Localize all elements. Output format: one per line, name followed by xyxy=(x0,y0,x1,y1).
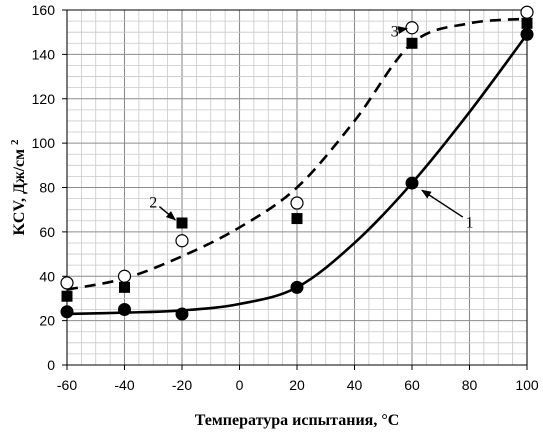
open-circle-point xyxy=(117,269,132,283)
filled-circle-point xyxy=(405,176,419,190)
y-axis-title-superscript: 2 xyxy=(9,139,21,145)
curve-number-label: 2 xyxy=(149,194,157,211)
y-tick-label: 0 xyxy=(47,357,55,373)
x-tick-label: 20 xyxy=(289,377,305,393)
y-tick-label: 120 xyxy=(32,91,56,107)
y-tick-label: 140 xyxy=(32,46,56,62)
x-tick-label: 40 xyxy=(347,377,363,393)
x-axis-title: Температура испытания, °C xyxy=(195,412,400,429)
filled-square-point xyxy=(521,17,533,29)
annotation-arrow xyxy=(158,206,177,221)
x-tick-label: 100 xyxy=(515,377,539,393)
tick-labels: -60 -40 -20 0 20 40 60 80 100 0 20 40 60 80 100 120 140 1… xyxy=(32,2,539,393)
filled-circle-point xyxy=(60,305,74,319)
filled-square-point xyxy=(176,217,188,229)
open-circle-point xyxy=(60,276,74,290)
y-tick-label: 40 xyxy=(39,268,55,284)
filled-square-point xyxy=(61,290,73,302)
solid-fit-curve xyxy=(66,33,529,316)
x-tick-label: -20 xyxy=(172,377,192,393)
x-tick-label: -60 xyxy=(57,377,77,393)
filled-square-point xyxy=(406,37,418,49)
dashed-fit-curve xyxy=(66,17,528,291)
y-tick-label: 60 xyxy=(39,224,55,240)
x-tick-label: -40 xyxy=(114,377,134,393)
open-circle-point xyxy=(290,196,304,210)
filled-square-point xyxy=(291,213,303,225)
y-tick-label: 20 xyxy=(39,313,55,329)
y-tick-label: 160 xyxy=(32,2,56,18)
x-tick-label: 60 xyxy=(404,377,420,393)
y-axis-title-main: KCV, Дж/см xyxy=(11,149,28,236)
open-circle-point xyxy=(405,21,419,35)
filled-circle-point xyxy=(290,280,304,294)
filled-circle-point xyxy=(175,307,189,321)
fit-curves xyxy=(66,17,529,316)
y-tick-label: 80 xyxy=(39,180,55,196)
curve-annotations: 1 2 3 xyxy=(149,24,473,232)
filled-square-point xyxy=(119,281,130,293)
curve-number-label: 3 xyxy=(391,24,399,41)
annotation-arrow xyxy=(397,26,409,34)
y-axis-title: KCV, Дж/см 2 xyxy=(9,139,28,236)
annotation-arrow xyxy=(421,189,464,218)
filled-circle-point xyxy=(118,303,131,317)
open-circle-point xyxy=(175,234,189,248)
y-tick-label: 100 xyxy=(32,135,56,151)
x-tick-label: 80 xyxy=(462,377,478,393)
curve-number-label: 1 xyxy=(466,214,474,231)
x-tick-label: 0 xyxy=(236,377,244,393)
filled-circle-point xyxy=(520,27,534,41)
open-circle-point xyxy=(520,5,534,19)
